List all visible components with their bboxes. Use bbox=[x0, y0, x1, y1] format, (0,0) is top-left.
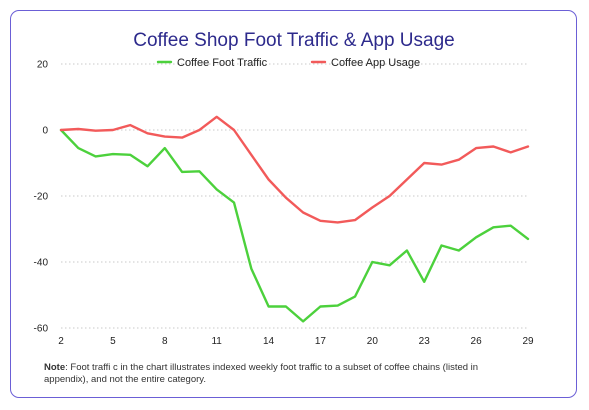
y-tick-label: -40 bbox=[34, 258, 49, 269]
x-tick-label: 20 bbox=[367, 336, 379, 347]
x-tick-label: 2 bbox=[58, 336, 64, 347]
x-tick-label: 8 bbox=[162, 336, 168, 347]
x-tick-label: 23 bbox=[419, 336, 431, 347]
x-tick-label: 29 bbox=[522, 336, 534, 347]
series-line-1 bbox=[59, 128, 530, 323]
y-tick-label: 20 bbox=[37, 60, 49, 71]
legend-label: Coffee Foot Traffic bbox=[177, 57, 268, 69]
grid bbox=[61, 63, 528, 329]
y-axis-ticks: 20 0 -20 -40 -60 bbox=[34, 60, 49, 335]
x-tick-label: 14 bbox=[263, 336, 275, 347]
series-lines bbox=[59, 115, 530, 323]
note-label: Note bbox=[44, 362, 66, 373]
x-tick-label: 26 bbox=[471, 336, 483, 347]
y-tick-label: -20 bbox=[34, 192, 49, 203]
chart-title: Coffee Shop Foot Traffic & App Usage bbox=[133, 30, 454, 51]
x-tick-label: 17 bbox=[315, 336, 327, 347]
series-line-2 bbox=[59, 115, 530, 224]
y-tick-label: -60 bbox=[34, 324, 49, 335]
legend: Coffee Foot Traffic Coffee App Usage bbox=[156, 57, 420, 69]
y-tick-label: 0 bbox=[42, 126, 48, 137]
x-tick-label: 11 bbox=[211, 336, 222, 347]
note-text: : Foot traffi c in the chart illustrates… bbox=[44, 362, 479, 385]
chart-note: Note: Foot traffi c in the chart illustr… bbox=[44, 362, 524, 386]
legend-label: Coffee App Usage bbox=[331, 57, 420, 69]
x-tick-label: 5 bbox=[110, 336, 116, 347]
x-axis-ticks: 2 5 8 11 14 17 20 23 26 29 bbox=[58, 336, 534, 347]
